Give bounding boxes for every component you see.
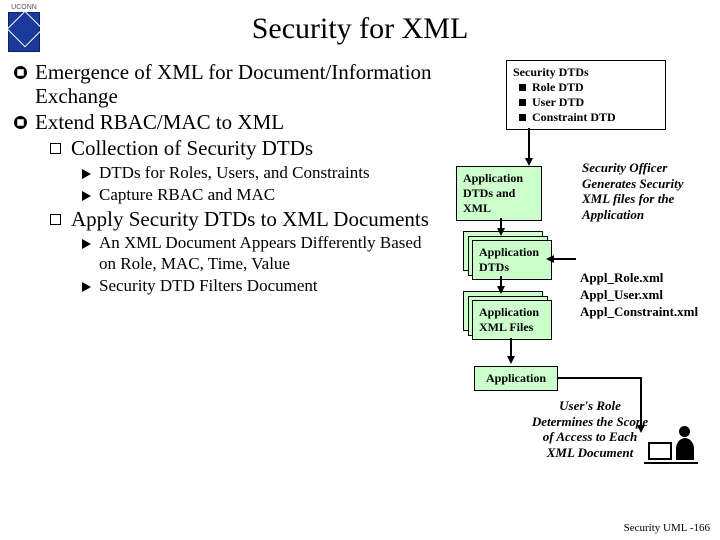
arrow-icon bbox=[82, 169, 91, 179]
bullet-a4: Security DTD Filters Document bbox=[82, 276, 434, 296]
app-dtds-xml-box: Application DTDs and XML bbox=[456, 166, 542, 221]
bullet-m1: Emergence of XML for Document/Informatio… bbox=[14, 60, 434, 108]
user-role-caption: User's Role Determines the Scope of Acce… bbox=[530, 398, 650, 460]
bullet-q1-text: Collection of Security DTDs bbox=[71, 136, 313, 160]
uconn-logo: UCONN bbox=[4, 4, 44, 56]
square-bullet-icon bbox=[519, 99, 526, 106]
officer-caption: Security Officer Generates Security XML … bbox=[582, 160, 712, 222]
person-head-icon bbox=[679, 426, 690, 437]
arrow-line bbox=[528, 128, 530, 160]
arrow-head-down-icon bbox=[507, 356, 515, 364]
bullet-q2: Apply Security DTDs to XML Documents bbox=[50, 207, 434, 231]
xml-file: Appl_User.xml bbox=[580, 287, 720, 304]
user-figure-icon bbox=[648, 420, 708, 490]
logo-emblem bbox=[8, 12, 40, 52]
application-box: Application bbox=[474, 366, 558, 391]
person-body-icon bbox=[676, 438, 694, 460]
arrow-head-down-icon bbox=[525, 158, 533, 166]
disc-icon bbox=[14, 116, 27, 129]
dtd-title: Security DTDs bbox=[513, 65, 659, 80]
diagram-area: Security DTDs Role DTD User DTD Constrai… bbox=[440, 60, 716, 500]
arrow-head-down-icon bbox=[497, 228, 505, 236]
app-dtds-box: Application DTDs bbox=[472, 240, 552, 280]
square-icon bbox=[50, 143, 61, 154]
bullet-q2-text: Apply Security DTDs to XML Documents bbox=[71, 207, 429, 231]
disc-icon bbox=[14, 66, 27, 79]
dtd-item: Role DTD bbox=[513, 80, 659, 95]
xml-file: Appl_Constraint.xml bbox=[580, 304, 720, 321]
bullet-a4-text: Security DTD Filters Document bbox=[99, 276, 318, 296]
xml-files-list: Appl_Role.xml Appl_User.xml Appl_Constra… bbox=[580, 270, 720, 321]
bullet-a3-text: An XML Document Appears Differently Base… bbox=[99, 233, 434, 274]
slide-body: Emergence of XML for Document/Informatio… bbox=[14, 60, 434, 297]
arrow-head-left-icon bbox=[546, 255, 554, 263]
slide-footer: Security UML -166 bbox=[624, 522, 710, 534]
bullet-a2-text: Capture RBAC and MAC bbox=[99, 185, 275, 205]
app-xml-files-box: Application XML Files bbox=[472, 300, 552, 340]
square-bullet-icon bbox=[519, 84, 526, 91]
bullet-a2: Capture RBAC and MAC bbox=[82, 185, 434, 205]
arrow-icon bbox=[82, 239, 91, 249]
dtd-item: Constraint DTD bbox=[513, 110, 659, 125]
bullet-m2-text: Extend RBAC/MAC to XML bbox=[35, 110, 284, 134]
arrow-line bbox=[640, 377, 642, 427]
bullet-a1: DTDs for Roles, Users, and Constraints bbox=[82, 163, 434, 183]
slide-title: Security for XML bbox=[0, 0, 720, 46]
arrow-head-down-icon bbox=[497, 286, 505, 294]
arrow-head-down-icon bbox=[637, 425, 645, 433]
arrow-icon bbox=[82, 282, 91, 292]
bullet-a3: An XML Document Appears Differently Base… bbox=[82, 233, 434, 274]
desk-icon bbox=[644, 462, 698, 464]
square-icon bbox=[50, 214, 61, 225]
arrow-icon bbox=[82, 191, 91, 201]
arrow-line bbox=[558, 377, 642, 379]
xml-file: Appl_Role.xml bbox=[580, 270, 720, 287]
bullet-q1: Collection of Security DTDs bbox=[50, 136, 434, 160]
bullet-m2: Extend RBAC/MAC to XML bbox=[14, 110, 434, 134]
dtd-item: User DTD bbox=[513, 95, 659, 110]
arrow-line bbox=[510, 338, 512, 358]
square-bullet-icon bbox=[519, 114, 526, 121]
bullet-a1-text: DTDs for Roles, Users, and Constraints bbox=[99, 163, 370, 183]
security-dtds-box: Security DTDs Role DTD User DTD Constrai… bbox=[506, 60, 666, 130]
bullet-m1-text: Emergence of XML for Document/Informatio… bbox=[35, 60, 434, 108]
arrow-line bbox=[552, 258, 576, 260]
monitor-icon bbox=[648, 442, 672, 460]
